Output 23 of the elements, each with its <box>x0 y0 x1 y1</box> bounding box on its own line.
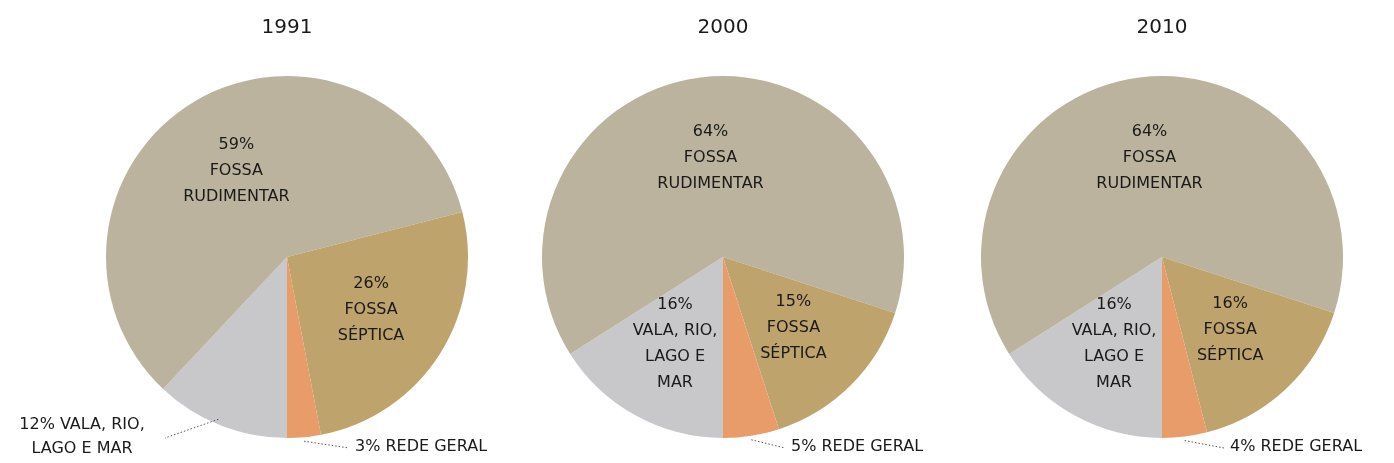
slice-label: FOSSA SÉPTICA <box>337 299 405 345</box>
data-label: 59% <box>218 134 255 154</box>
slice-label: VALA, RIO, LAGO E MAR <box>632 320 718 392</box>
chart-title: 2010 <box>1136 14 1188 39</box>
data-label: 15% <box>775 290 812 310</box>
slice-label: 4% REDE GERAL <box>1230 436 1363 456</box>
data-label: 64% <box>1131 121 1168 141</box>
data-label: 16% <box>1096 294 1132 314</box>
slice-label: FOSSA RUDIMENTAR <box>183 160 290 206</box>
slice-label: 3% REDE GERAL <box>355 436 488 456</box>
chart-title: 1991 <box>261 14 313 39</box>
slice-label: FOSSA SÉPTICA <box>1196 318 1264 364</box>
slice-label: FOSSA RUDIMENTAR <box>1096 147 1203 193</box>
chart-title: 2000 <box>697 14 749 39</box>
slice-label: FOSSA SÉPTICA <box>760 316 827 362</box>
data-label: 16% <box>657 294 693 314</box>
slice-label: 12% VALA, RIO, LAGO E MAR <box>19 414 145 458</box>
data-label: 64% <box>692 121 729 141</box>
slice-label: FOSSA RUDIMENTAR <box>657 147 764 193</box>
data-label: 26% <box>353 273 389 293</box>
slice-label: 5% REDE GERAL <box>791 436 924 456</box>
slice-label: VALA, RIO, LAGO E MAR <box>1071 320 1157 392</box>
data-label: 16% <box>1212 292 1248 312</box>
